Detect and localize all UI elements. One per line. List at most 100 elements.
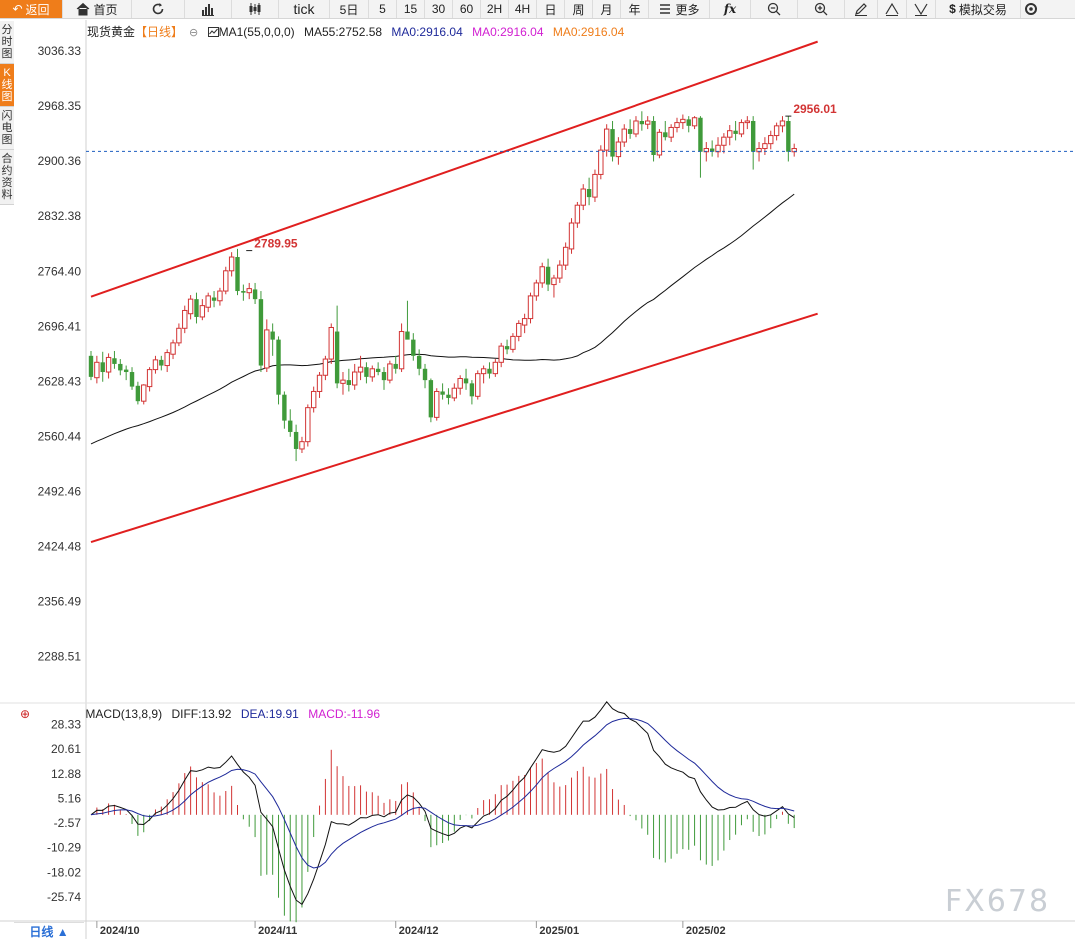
x-tick-label-1: 2024/11 [258,925,297,937]
candle-body [164,352,170,367]
mock-trade-button[interactable]: $ 模拟交易 [936,0,1021,18]
macd-y-tick-label-5: -10.29 [47,841,81,855]
side-tab-0[interactable]: 分时图 [0,21,14,64]
candle-body [663,132,668,138]
candle-body [217,290,223,302]
y-tick-label-6: 2628.43 [38,374,82,388]
candlestick-icon [249,3,261,15]
channel-upper-line[interactable] [90,40,818,298]
candle-body [451,387,458,399]
zoom-in-button[interactable] [798,0,845,18]
timeframe-week[interactable]: 周 [565,0,593,18]
timeframe-day[interactable]: 日 [537,0,565,18]
candle-body [592,173,598,198]
side-tab-2[interactable]: 闪电图 [0,107,14,150]
candle-body [621,128,627,143]
candle-body [246,288,252,294]
macd-legend: ⊕ MACD(13,8,9) DIFF:13.92 DEA:19.91 MACD… [20,707,386,721]
chart-type-candles-button[interactable] [232,0,279,18]
indicator-icon[interactable] [207,25,219,39]
draw-pen-button[interactable] [845,0,878,18]
candle-body [738,122,745,135]
timeframe-60[interactable]: 60 [453,0,481,18]
x-tick-label-3: 2025/01 [539,925,579,937]
zoom-out-button[interactable] [751,0,798,18]
side-tab-3[interactable]: 合约资料 [0,150,14,205]
timeframe-5d[interactable]: 5日 [330,0,369,18]
ma0-value-a: MA0:2916.04 [391,25,463,39]
macd-dea-line [90,717,795,869]
candle-body [557,264,563,279]
timeframe-2h[interactable]: 2H [481,0,509,18]
timeframe-4h[interactable]: 4H [509,0,537,18]
timeframe-30[interactable]: 30 [425,0,453,18]
channel-lower-line[interactable] [90,312,818,544]
candle-body [405,331,410,340]
home-button[interactable]: 首页 [63,0,132,18]
candle-body [258,299,264,366]
candle-body [416,355,422,369]
crosshair-icon[interactable]: ⊕ [20,707,31,721]
draw-triangle-up-button[interactable] [878,0,907,18]
macd-y-tick-label-6: -18.02 [47,865,81,879]
back-button[interactable]: ↶ 返回 [0,0,63,18]
formula-button[interactable]: fx [710,0,751,18]
candle-body [252,289,258,300]
ma0-value-c: MA0:2916.04 [552,25,625,39]
macd-y-tick-label-0: 28.33 [51,718,81,732]
candle-body [299,441,305,450]
candle-body [387,363,393,381]
candle-body [223,270,229,292]
candle-body [282,394,287,421]
candle-body [516,322,522,337]
candle-body [615,141,622,158]
candle-body [475,373,481,397]
candle-body [698,117,703,152]
chart-type-bars-button[interactable] [185,0,232,18]
timeframe-15[interactable]: 15 [397,0,425,18]
menu-icon [660,4,671,14]
y-tick-label-3: 2832.38 [38,209,82,223]
zoom-out-icon [767,2,781,16]
candle-body [686,119,691,126]
candle-body [346,380,352,385]
timeframe-5[interactable]: 5 [369,0,397,18]
toolbar: ↶ 返回 首页 tick 5日 5 15 30 60 2H 4H 日 周 月 年… [0,0,1075,19]
timeframe-month[interactable]: 月 [593,0,621,18]
period-selector-button[interactable]: 日线 ▲ [14,922,84,940]
y-tick-label-5: 2696.41 [38,319,82,333]
x-tick-label-0: 2024/10 [100,925,140,937]
zoom-in-icon [814,2,828,16]
candle-body [668,126,674,138]
more-button[interactable]: 更多 [649,0,710,18]
candle-body [691,117,698,127]
candle-body [94,361,100,379]
candle-body [288,420,293,432]
draw-triangle-down-button[interactable] [907,0,936,18]
tick-button[interactable]: tick [279,0,330,18]
x-tick-label-4: 2025/02 [686,925,726,937]
candle-body [135,385,141,402]
candle-body [176,327,182,344]
candle-body [228,256,235,272]
pen-icon [855,3,867,16]
candle-body [603,128,610,151]
candle-body [562,246,569,266]
candle-body [199,305,206,318]
candle-body [627,129,633,134]
candle-body [305,407,311,443]
settings-button[interactable] [1021,0,1041,18]
candle-body [721,136,727,146]
refresh-button[interactable] [132,0,185,18]
macd-y-tick-label-3: 5.16 [58,791,82,805]
candle-body [123,369,129,373]
circle-minus-icon[interactable]: ⊖ [189,27,199,39]
candle-body [498,345,504,363]
candle-body [773,125,780,137]
candle-body [762,143,768,150]
candle-body [733,130,738,134]
timeframe-year[interactable]: 年 [621,0,649,18]
candle-body [205,295,211,308]
